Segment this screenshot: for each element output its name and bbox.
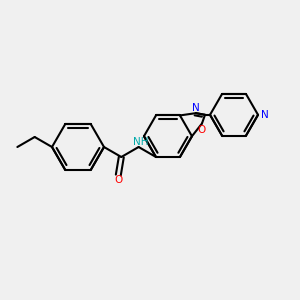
Text: N: N bbox=[192, 103, 200, 113]
Text: N: N bbox=[261, 110, 269, 120]
Text: NH: NH bbox=[133, 137, 148, 147]
Text: O: O bbox=[198, 124, 206, 134]
Text: O: O bbox=[114, 175, 122, 185]
